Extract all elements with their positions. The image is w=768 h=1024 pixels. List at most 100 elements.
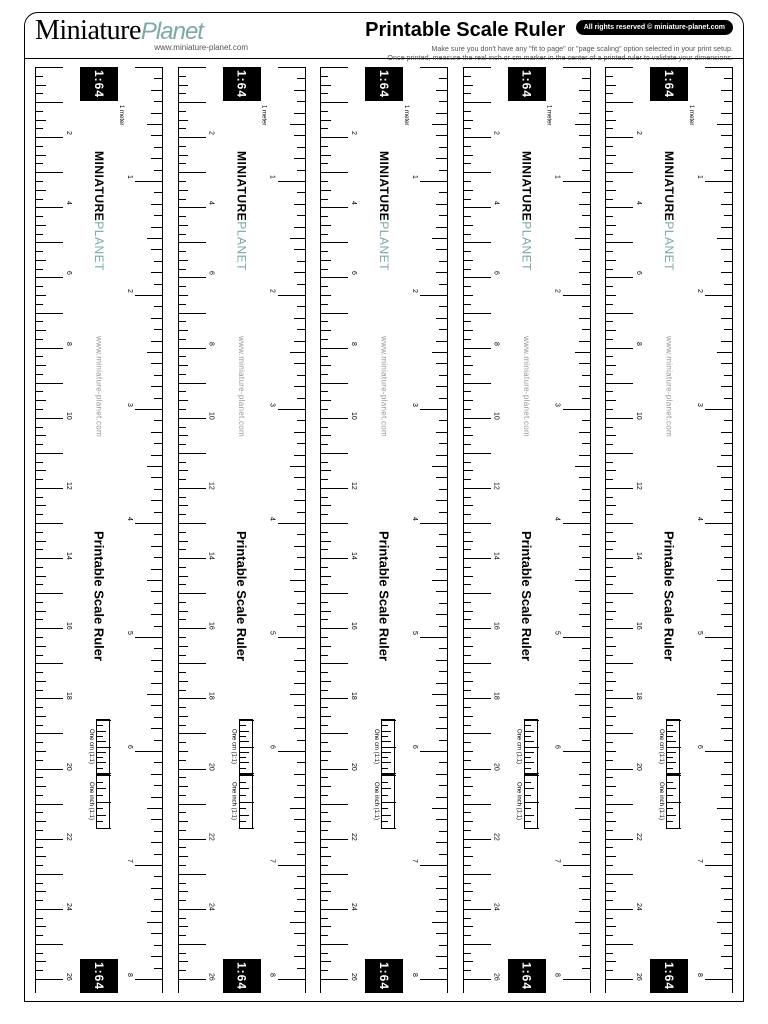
tick-label: 16 [208,622,215,630]
tick-label: 8 [350,342,357,346]
validator-row: One inch (1:1) [373,774,395,829]
tick-label: 8 [208,342,215,346]
scale-cap-top: 1:64 [223,67,261,101]
tick-label: 4 [554,517,561,521]
tick-label: 1 [696,175,703,179]
logo-accent: Planet [141,18,203,45]
tick-label: 26 [350,973,357,981]
ruler-product-label: Printable Scale Ruler [92,531,107,661]
tick-label: 8 [696,973,703,977]
logo-main: Miniature [35,15,141,46]
ruler-url: www.miniature-planet.com [522,336,531,437]
header: MiniaturePlanet www.miniature-planet.com… [25,13,743,59]
validator-label: One cm (1:1) [658,729,664,764]
validator-ruler [381,774,395,829]
tick-label: 5 [554,631,561,635]
tick-label: 10 [208,412,215,420]
tick-label: 6 [350,271,357,275]
tick-label: 26 [635,973,642,981]
validator-label: One inch (1:1) [516,782,522,820]
copyright-badge: All rights reserved © miniature-planet.c… [576,20,733,35]
tick-label: 1 [269,175,276,179]
tick-label: 16 [493,622,500,630]
tick-label: 6 [493,271,500,275]
validator-ruler [239,774,253,829]
tick-label: 18 [65,692,72,700]
validator-row: One inch (1:1) [231,774,253,829]
scale-cap-top: 1:64 [365,67,403,101]
validator-row: One inch (1:1) [658,774,680,829]
center-label-area: 1 meterMINIATUREPLANETwww.miniature-plan… [508,101,546,959]
validator-row: One inch (1:1) [88,774,110,829]
tick-label: 10 [65,412,72,420]
tick-label: 14 [493,552,500,560]
ruler-column: 2468101214161820222426123456781:641 mete… [35,67,163,993]
tick-label: 8 [554,973,561,977]
validator-label: One inch (1:1) [373,782,379,820]
tick-label: 5 [269,631,276,635]
tick-label: 5 [126,631,133,635]
tick-label: 2 [635,131,642,135]
tick-label: 7 [126,859,133,863]
tick-label: 4 [350,201,357,205]
ruler-center-strip: 1:641 meterMINIATUREPLANETwww.miniature-… [650,67,688,993]
tick-label: 18 [350,692,357,700]
tick-label: 3 [269,403,276,407]
ruler-product-label: Printable Scale Ruler [377,531,392,661]
page-frame: MiniaturePlanet www.miniature-planet.com… [24,12,744,1002]
logo-block: MiniaturePlanet www.miniature-planet.com [35,17,270,52]
rulers-area: 2468101214161820222426123456781:641 mete… [35,67,733,993]
validator-block: One cm (1:1) One inch (1:1) [231,719,253,829]
brand-logo: MiniaturePlanet [35,17,270,45]
ruler-center-strip: 1:641 meterMINIATUREPLANETwww.miniature-… [223,67,261,993]
tick-label: 6 [269,745,276,749]
scale-cap-bottom: 1:64 [365,959,403,993]
tick-label: 20 [350,763,357,771]
validator-block: One cm (1:1) One inch (1:1) [88,719,110,829]
tick-label: 18 [208,692,215,700]
tick-label: 14 [635,552,642,560]
ruler-brand: MINIATUREPLANET [520,151,534,271]
ruler-url: www.miniature-planet.com [665,336,674,437]
ruler-product-label: Printable Scale Ruler [234,531,249,661]
tick-label: 24 [350,903,357,911]
tick-rail-left: 2468101214161820222426 [320,67,364,993]
tick-label: 4 [269,517,276,521]
tick-label: 3 [126,403,133,407]
validator-block: One cm (1:1) One inch (1:1) [658,719,680,829]
tick-label: 7 [411,859,418,863]
meter-label: 1 meter [403,105,409,125]
tick-rail-left: 2468101214161820222426 [463,67,507,993]
tick-label: 2 [554,289,561,293]
validator-label: One inch (1:1) [88,782,94,820]
tick-label: 6 [208,271,215,275]
tick-label: 4 [126,517,133,521]
meter-label: 1 meter [261,105,267,125]
ruler-url: www.miniature-planet.com [237,336,246,437]
tick-label: 2 [126,289,133,293]
tick-label: 7 [269,859,276,863]
subtitle-line2: Once printed, measure the real inch or c… [387,53,733,62]
validator-ruler [524,774,538,829]
tick-rail-right: 12345678 [689,67,733,993]
validator-ruler [96,774,110,829]
tick-label: 7 [696,859,703,863]
tick-label: 24 [208,903,215,911]
tick-label: 6 [126,745,133,749]
validator-block: One cm (1:1)One inch (1:1) [373,719,395,829]
validator-label: One inch (1:1) [231,782,237,820]
tick-label: 10 [635,412,642,420]
tick-label: 2 [269,289,276,293]
validator-label: One cm (1:1) [88,729,94,764]
tick-label: 8 [411,973,418,977]
ruler-column: 2468101214161820222426123456781:641 mete… [605,67,733,993]
validator-row: One cm (1:1) [516,719,538,774]
ruler-product-label: Printable Scale Ruler [662,531,677,661]
validator-row: One cm (1:1) [231,719,253,774]
tick-label: 20 [65,763,72,771]
tick-rail-right: 12345678 [404,67,448,993]
tick-rail-right: 12345678 [119,67,163,993]
tick-label: 22 [350,833,357,841]
ruler-brand: MINIATUREPLANET [377,151,391,271]
tick-label: 18 [493,692,500,700]
